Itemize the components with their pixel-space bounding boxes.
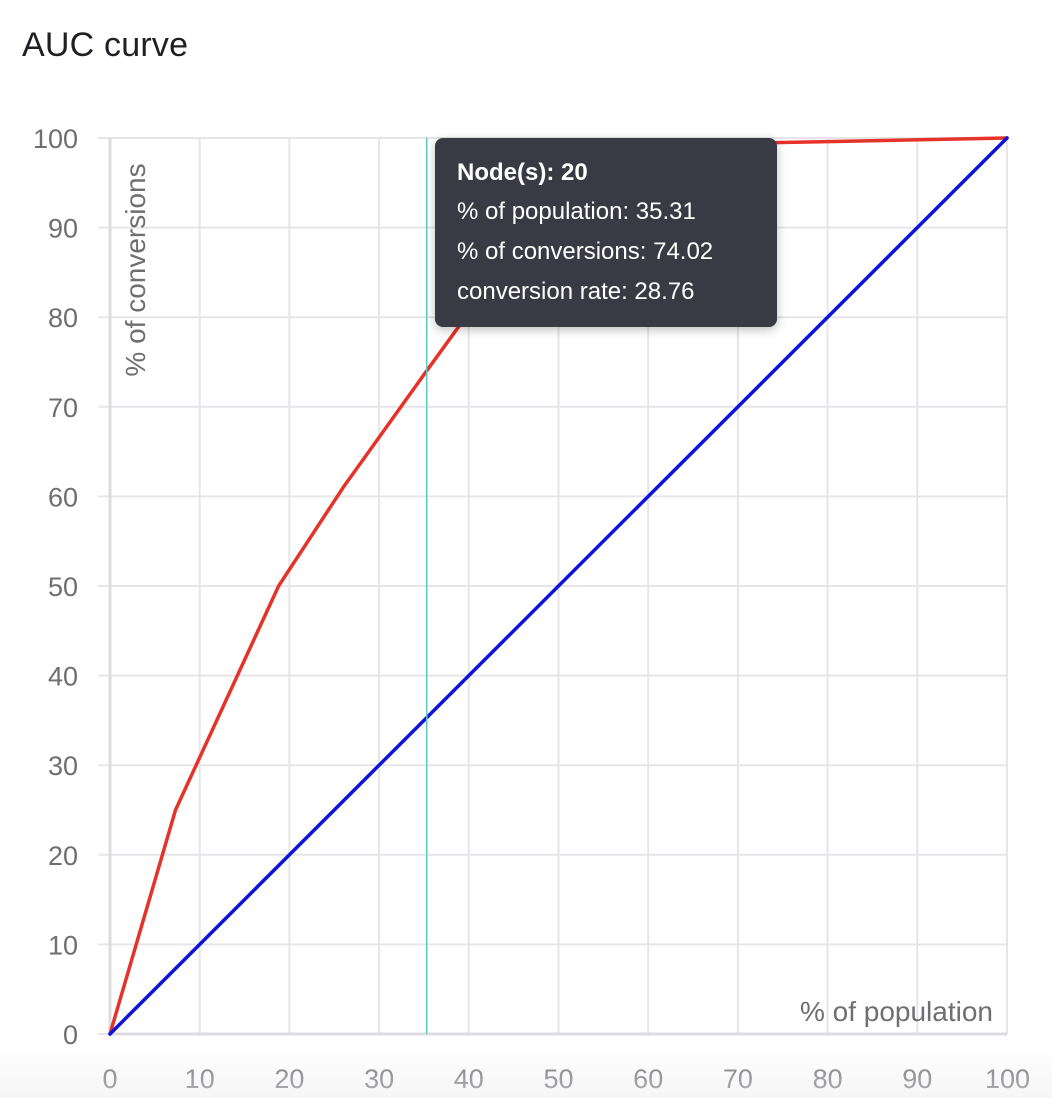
y-tick-label: 40 [48, 662, 78, 692]
y-axis-label: % of conversions [120, 163, 151, 376]
y-tick-label: 100 [33, 124, 78, 154]
y-tick-label: 90 [48, 214, 78, 244]
x-tick-label: 100 [985, 1064, 1030, 1094]
x-tick-label: 20 [274, 1064, 304, 1094]
x-tick-label: 60 [633, 1064, 663, 1094]
y-axis-ticks: 0 10 20 30 40 50 60 70 80 90 100 [33, 124, 78, 1050]
baseline-diagonal-line [108, 136, 1009, 1036]
y-tick-label: 50 [48, 572, 78, 602]
y-tick-label: 20 [48, 841, 78, 871]
y-tick-label: 80 [48, 303, 78, 333]
x-tick-label: 70 [723, 1064, 753, 1094]
tooltip-row-conversions: % of conversions: 74.02 [457, 238, 714, 265]
tooltip-row-conversion-rate: conversion rate: 28.76 [457, 278, 695, 305]
x-tick-label: 30 [364, 1064, 394, 1094]
chart-title: AUC curve [22, 26, 189, 64]
x-tick-label: 40 [454, 1064, 484, 1094]
y-tick-label: 0 [63, 1020, 78, 1050]
y-tick-label: 60 [48, 482, 78, 512]
tooltip-row-population: % of population: 35.31 [457, 198, 696, 225]
x-tick-label: 90 [902, 1064, 932, 1094]
x-axis-label: % of population [800, 996, 993, 1027]
y-tick-label: 10 [48, 930, 78, 960]
x-tick-label: 0 [102, 1064, 117, 1094]
x-axis-ticks: 0 10 20 30 40 50 60 70 80 90 100 [102, 1064, 1030, 1094]
tooltip-title: Node(s): 20 [457, 159, 588, 186]
x-tick-label: 10 [185, 1064, 215, 1094]
x-tick-label: 50 [543, 1064, 573, 1094]
x-tick-label: 80 [813, 1064, 843, 1094]
tooltip: Node(s): 20 % of population: 35.31 % of … [435, 138, 777, 327]
y-tick-label: 30 [48, 751, 78, 781]
y-tick-label: 70 [48, 393, 78, 423]
